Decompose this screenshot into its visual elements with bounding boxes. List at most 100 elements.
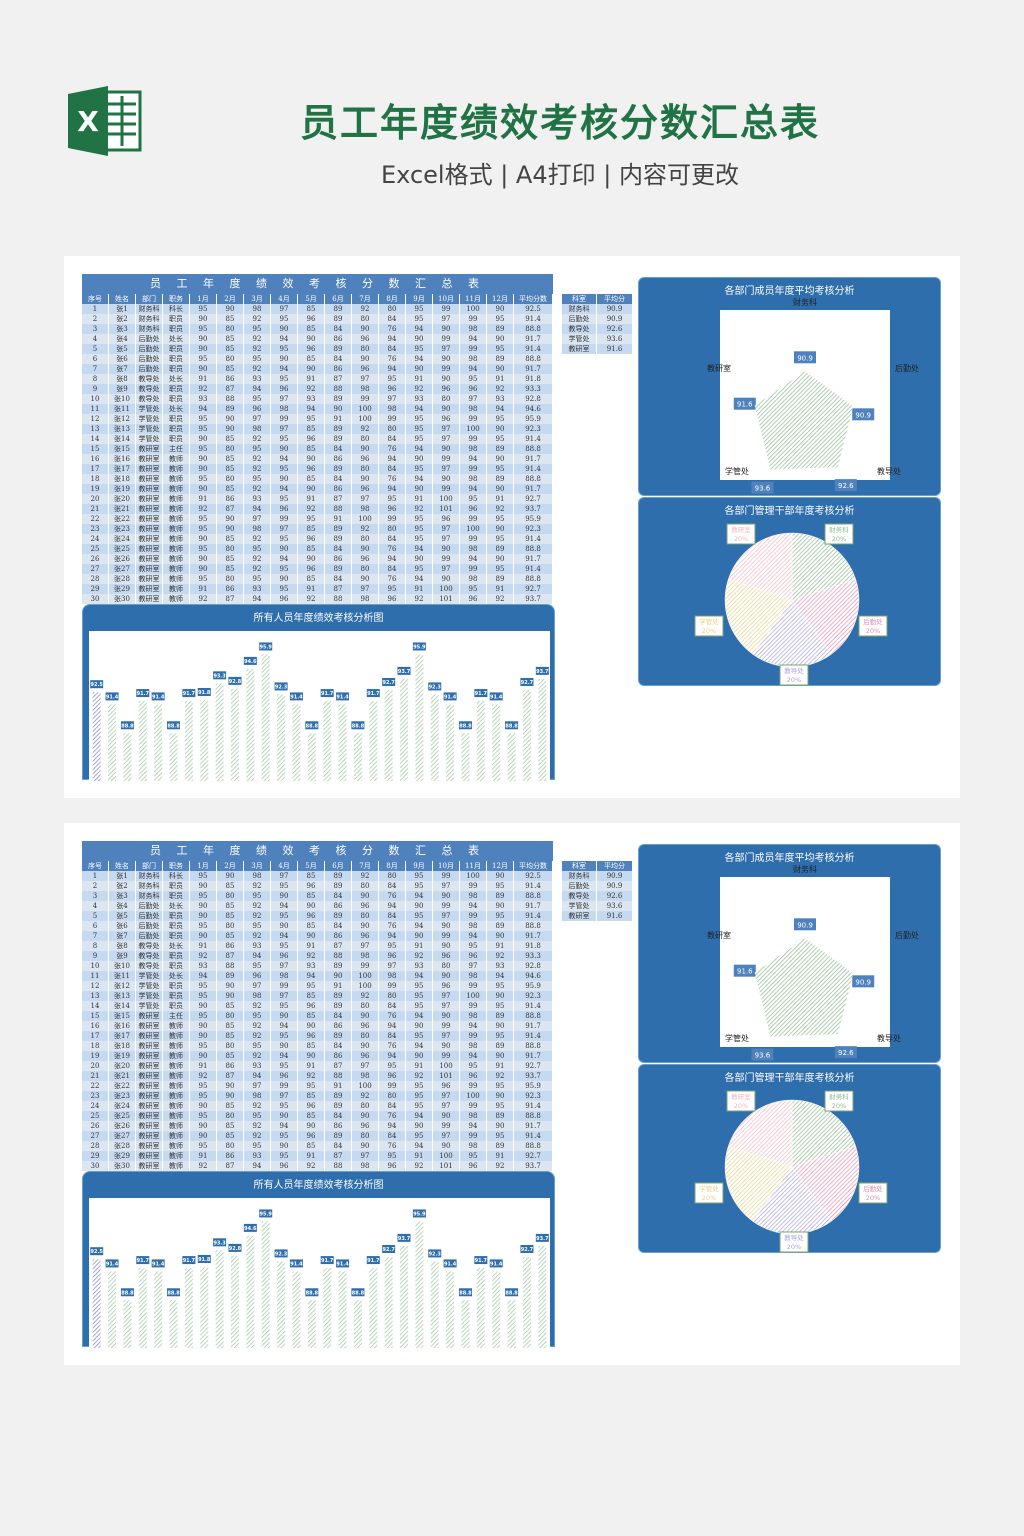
table-cell: 教师 [163, 1021, 190, 1031]
table-header-row: 序号 姓名 部门 职务 1月 2月 3月 4月 5月 6月 7月 8月 9月 10月 11月 12月 平均分数 [82, 861, 553, 871]
table-cell: 95 [244, 1041, 271, 1051]
table-cell: 98 [352, 384, 379, 394]
table-cell: 92 [244, 564, 271, 574]
table-cell: 张1 [109, 871, 136, 881]
table-cell: 92.8 [514, 394, 553, 404]
table-cell: 100 [433, 584, 460, 594]
table-cell: 85 [217, 1051, 244, 1061]
table-cell: 94 [244, 951, 271, 961]
table-row: 6 张6 后勤处 职员 95 80 95 90 85 84 90 76 94 90 98 89 88.8 [82, 921, 553, 931]
table-cell: 90 [190, 434, 217, 444]
bar-label-bg [412, 642, 426, 651]
table-cell: 职员 [163, 424, 190, 434]
table-cell: 张23 [109, 1091, 136, 1101]
table-cell: 95 [406, 911, 433, 921]
table-cell: 教师 [163, 524, 190, 534]
table-cell: 97 [433, 524, 460, 534]
table-row: 7 张7 后勤处 职员 90 85 92 94 90 86 96 94 90 99 94 90 91.7 [82, 931, 553, 941]
pie-title: 各部门管理干部年度考核分析 [724, 506, 855, 517]
table-cell: 86 [217, 494, 244, 504]
table-cell: 92 [244, 334, 271, 344]
table-cell: 93 [244, 584, 271, 594]
table-cell: 96 [298, 1101, 325, 1111]
pie-slice [791, 578, 860, 655]
table-cell: 92.7 [514, 494, 553, 504]
table-cell: 80 [379, 1091, 406, 1101]
summary-row: 后勤处 90.9 [562, 314, 633, 324]
table-cell: 95 [271, 911, 298, 921]
table-cell: 90 [406, 931, 433, 941]
table-cell: 91 [190, 1061, 217, 1071]
table-cell: 6 [82, 921, 109, 931]
table-cell: 90 [271, 354, 298, 364]
table-cell: 张25 [109, 1111, 136, 1121]
table-cell: 90 [352, 574, 379, 584]
table-cell: 90 [271, 324, 298, 334]
table-cell: 95 [406, 881, 433, 891]
table-cell: 90.9 [597, 871, 633, 881]
table-cell: 95 [487, 981, 514, 991]
table-cell: 98 [460, 404, 487, 414]
bar-title: 所有人员年度绩效考核分析图 [253, 1180, 384, 1191]
table-cell: 90 [190, 564, 217, 574]
table-cell: 1 [82, 304, 109, 314]
bar [522, 1256, 531, 1348]
table-cell: 91 [325, 514, 352, 524]
table-cell: 95 [190, 871, 217, 881]
table-cell: 90 [298, 484, 325, 494]
bar-label-bg [428, 682, 442, 691]
bar-label-bg [197, 687, 211, 696]
bar-data-label: 88.8 [121, 723, 134, 729]
table-cell: 91.4 [514, 564, 553, 574]
table-cell: 92 [352, 1091, 379, 1101]
table-cell: 28 [82, 574, 109, 584]
table-cell: 张5 [109, 911, 136, 921]
column-header: 科室 [562, 861, 597, 871]
radar-data-label: 90.9 [855, 978, 871, 986]
table-cell: 96 [433, 384, 460, 394]
table-cell: 85 [217, 564, 244, 574]
table-cell: 98 [460, 354, 487, 364]
table-cell: 80 [352, 464, 379, 474]
table-cell: 89 [487, 354, 514, 364]
bar [169, 733, 178, 781]
table-cell: 92 [244, 534, 271, 544]
table-cell: 学管处 [136, 981, 163, 991]
table-cell: 95 [487, 1101, 514, 1111]
table-cell: 99 [460, 981, 487, 991]
table-cell: 90 [271, 474, 298, 484]
pie-slice [727, 1099, 793, 1168]
table-cell: 91.7 [514, 454, 553, 464]
table-cell: 教研室 [136, 1121, 163, 1131]
bar-label-bg [213, 671, 227, 680]
bar [476, 1268, 485, 1348]
table-cell: 85 [298, 1141, 325, 1151]
table-cell: 89 [325, 314, 352, 324]
table-cell: 98 [379, 971, 406, 981]
table-cell: 80 [217, 324, 244, 334]
table-cell: 80 [217, 354, 244, 364]
table-cell: 95 [379, 584, 406, 594]
table-cell: 张20 [109, 1061, 136, 1071]
table-cell: 张13 [109, 424, 136, 434]
table-cell: 97 [379, 394, 406, 404]
bar-data-label: 93.7 [536, 669, 549, 675]
table-cell: 90 [433, 1011, 460, 1021]
table-cell: 91.4 [514, 1131, 553, 1141]
table-cell: 95 [271, 881, 298, 891]
table-cell: 职员 [163, 991, 190, 1001]
table-cell: 95 [487, 564, 514, 574]
table-cell: 94 [406, 1111, 433, 1121]
table-cell: 90 [190, 881, 217, 891]
table-row: 26 张26 教研室 教师 90 85 92 94 90 86 96 94 90 99 94 90 91.7 [82, 554, 553, 564]
table-cell: 教师 [163, 454, 190, 464]
column-header: 5月 [298, 294, 325, 304]
pie-slice [724, 578, 793, 655]
table-cell: 91 [406, 494, 433, 504]
table-cell: 101 [433, 594, 460, 604]
score-table: 员 工 年 度 绩 效 考 核 分 数 汇 总 表 序号 姓名 部门 职务 1月 2月 3月… [82, 841, 553, 1171]
table-cell: 95 [271, 434, 298, 444]
table-cell: 94 [406, 404, 433, 414]
table-row: 1 张1 财务科 科长 95 90 98 97 85 89 92 80 95 99 100 90 92.5 [82, 304, 553, 314]
table-cell: 90 [217, 524, 244, 534]
